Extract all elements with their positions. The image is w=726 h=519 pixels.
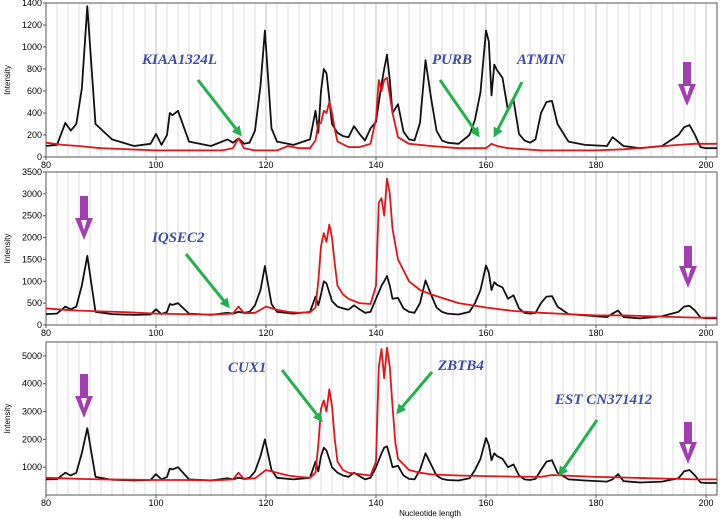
green-arrow-est xyxy=(558,419,599,477)
x-tick-label: 80 xyxy=(41,160,51,170)
y-tick-label: 5000 xyxy=(22,351,42,361)
y-tick-label: 1000 xyxy=(22,42,42,52)
y-tick-label: 3000 xyxy=(22,407,42,417)
x-tick-label: 80 xyxy=(41,498,51,508)
x-tick-label: 180 xyxy=(588,160,603,170)
trace-red-series xyxy=(45,346,717,482)
gene-label-cux1: CUX1 xyxy=(228,360,266,376)
y-tick-label: 800 xyxy=(27,64,42,74)
trace-red-series xyxy=(45,76,717,152)
x-tick-label: 140 xyxy=(368,160,383,170)
x-axis-label: Nucleotide length xyxy=(399,509,461,518)
y-tick-label: 2000 xyxy=(22,434,42,444)
green-arrow-kiaa1324l xyxy=(196,79,242,137)
y-tick-label: 500 xyxy=(27,298,42,308)
purple-arrow-panel3-right xyxy=(679,422,697,464)
green-arrow-atmin xyxy=(493,81,524,138)
y-axis-label: Intensity xyxy=(3,404,12,434)
gene-label-iqsec2: IQSEC2 xyxy=(151,230,205,246)
x-tick-label: 120 xyxy=(258,328,273,338)
purple-arrow-panel1-right xyxy=(678,62,696,106)
panel-1-chart: 80 100 120 140 160 180 200 0 200 400 600 800 1000 120… xyxy=(3,0,718,170)
plot-frame xyxy=(45,2,718,158)
x-tick-label: 200 xyxy=(698,498,713,508)
x-tick-label: 120 xyxy=(258,160,273,170)
gene-label-zbtb4: ZBTB4 xyxy=(437,358,484,374)
x-tick-label: 200 xyxy=(698,328,713,338)
y-tick-label: 1200 xyxy=(22,20,42,30)
x-tick-label: 80 xyxy=(41,328,51,338)
y-tick-label: 1500 xyxy=(22,254,42,264)
x-tick-label: 200 xyxy=(698,160,713,170)
trace-black-series xyxy=(45,5,717,150)
y-tick-label: 200 xyxy=(27,130,42,140)
trace-red-series xyxy=(45,177,717,319)
gene-label-atmin: ATMIN xyxy=(516,52,567,68)
y-axis-label: Intensity xyxy=(3,65,12,95)
x-tick-label: 100 xyxy=(148,498,163,508)
purple-arrow-panel3-left xyxy=(75,374,93,418)
plot-frame xyxy=(45,171,718,326)
y-axis-label: Intensity xyxy=(3,234,12,264)
y-tick-label: 1000 xyxy=(22,462,42,472)
green-arrow-iqsec2 xyxy=(184,253,230,309)
x-tick-label: 100 xyxy=(148,160,163,170)
y-tick-label: 0 xyxy=(37,320,42,330)
y-tick-label: 2500 xyxy=(22,211,42,221)
green-arrow-cux1 xyxy=(280,369,323,423)
panel-3-chart: 80 100 120 140 160 180 200 1000 2000 3000 4000 5000… xyxy=(3,341,718,508)
trace-black-series xyxy=(45,427,717,484)
x-tick-label: 140 xyxy=(368,498,383,508)
gene-label-est-cn371412: EST CN371412 xyxy=(554,392,653,408)
y-tick-label: 0 xyxy=(37,152,42,162)
gene-label-kiaa1324l: KIAA1324L xyxy=(141,52,217,68)
x-tick-label: 160 xyxy=(478,160,493,170)
x-tick-label: 100 xyxy=(148,328,163,338)
y-tick-label: 4000 xyxy=(22,379,42,389)
y-tick-label: 400 xyxy=(27,108,42,118)
trace-black-series xyxy=(45,254,717,320)
x-tick-label: 160 xyxy=(478,498,493,508)
panel-2-chart: 80 100 120 140 160 180 20005001000150020002500… xyxy=(3,167,718,338)
green-arrow-purb xyxy=(438,79,480,138)
x-tick-label: 120 xyxy=(258,498,273,508)
x-tick-label: 160 xyxy=(478,328,493,338)
y-tick-label: 3500 xyxy=(22,167,42,177)
purple-arrow-panel2-left xyxy=(75,196,93,240)
y-tick-label: 1400 xyxy=(22,0,42,8)
x-tick-label: 180 xyxy=(588,328,603,338)
x-tick-label: 180 xyxy=(588,498,603,508)
y-tick-label: 1000 xyxy=(22,276,42,286)
purple-arrow-panel2-right xyxy=(679,246,697,288)
green-arrow-zbtb4 xyxy=(396,371,434,415)
x-tick-label: 140 xyxy=(368,328,383,338)
y-tick-label: 2000 xyxy=(22,233,42,243)
y-tick-label: 3000 xyxy=(22,189,42,199)
plot-frame xyxy=(45,341,718,496)
gene-label-purb: PURB xyxy=(432,52,472,68)
y-tick-label: 600 xyxy=(27,86,42,96)
